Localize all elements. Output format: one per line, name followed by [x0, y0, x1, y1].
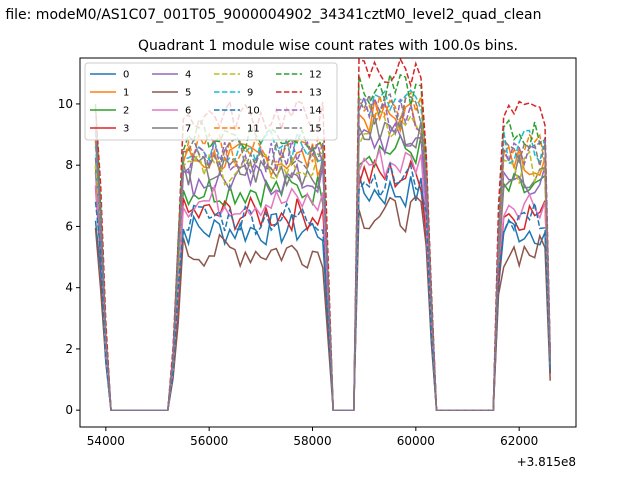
legend-label-1: 1	[123, 88, 129, 99]
legend-label-7: 7	[185, 124, 191, 135]
x-tick-label: 62000	[500, 434, 538, 448]
legend-label-5: 5	[185, 88, 191, 99]
legend-box	[84, 62, 338, 141]
x-offset-label: +3.815e8	[517, 455, 576, 469]
y-tick-label: 6	[65, 219, 73, 233]
legend-label-6: 6	[185, 106, 191, 117]
legend-label-4: 4	[185, 70, 191, 81]
y-tick-label: 4	[65, 281, 73, 295]
legend-label-8: 8	[247, 70, 253, 81]
legend-label-12: 12	[309, 70, 322, 81]
figure-suptitle: n file: modeM0/AS1C07_001T05_9000004902_…	[0, 7, 541, 23]
legend-label-0: 0	[123, 70, 129, 81]
legend-label-11: 11	[247, 124, 260, 135]
series-line-15	[94, 91, 551, 411]
legend-label-15: 15	[309, 124, 322, 135]
legend-label-9: 9	[247, 88, 253, 99]
x-tick-label: 58000	[293, 434, 331, 448]
x-tick-label: 60000	[397, 434, 435, 448]
legend-label-2: 2	[123, 106, 129, 117]
legend-label-3: 3	[123, 124, 129, 135]
x-tick-label: 56000	[190, 434, 228, 448]
y-tick-label: 2	[65, 342, 73, 356]
legend-label-10: 10	[247, 106, 260, 117]
series-layer	[94, 58, 551, 411]
plot-frame	[79, 57, 577, 428]
y-tick-label: 8	[65, 158, 73, 172]
y-tick-label: 0	[65, 403, 73, 417]
chart-title: Quadrant 1 module wise count rates with …	[138, 38, 518, 54]
legend-label-14: 14	[309, 106, 322, 117]
legend-label-13: 13	[309, 88, 322, 99]
y-tick-label: 10	[58, 97, 73, 111]
x-tick-label: 54000	[87, 434, 125, 448]
ticks-layer: 54000 56000 58000 60000 62000 0 2 4 6 8 10	[58, 97, 539, 448]
